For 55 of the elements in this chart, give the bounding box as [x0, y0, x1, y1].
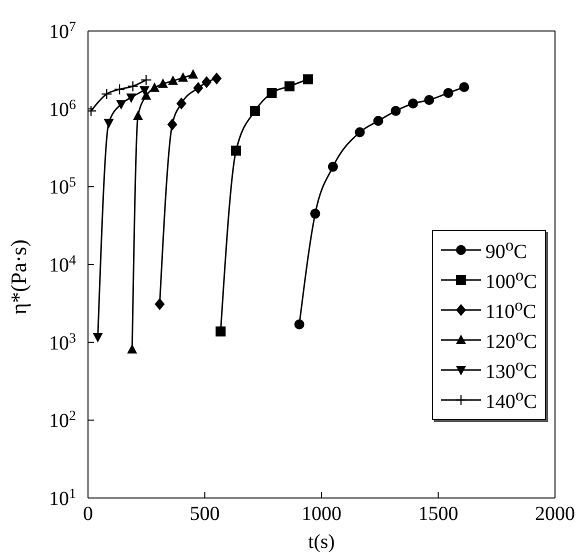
point: [302, 74, 313, 84]
point: [250, 106, 260, 116]
point: [231, 146, 242, 156]
point: [116, 100, 126, 110]
legend-label: 100$^{o}$C: [485, 266, 537, 294]
point: [373, 116, 384, 126]
point: [443, 88, 454, 98]
y-axis-title: η*(Pa·s): [6, 239, 31, 314]
y-tick-label: 10$^{1}$: [49, 486, 76, 510]
point: [408, 98, 418, 109]
point: [154, 298, 165, 310]
point: [310, 208, 320, 219]
y-tick-label: 10$^{6}$: [49, 97, 76, 121]
legend-label: 90$^{o}$C: [485, 236, 527, 264]
point: [354, 127, 365, 138]
point: [328, 162, 338, 172]
legend-label: 120$^{o}$C: [485, 326, 537, 354]
legend-label: 140$^{o}$C: [485, 386, 537, 414]
x-axis-title: t(s): [308, 531, 335, 553]
x-tick-label: 1500: [418, 503, 458, 525]
point: [132, 110, 143, 120]
point: [459, 82, 470, 92]
x-tick-label: 0: [83, 503, 93, 525]
x-tick-label: 2000: [535, 503, 575, 525]
point: [167, 118, 178, 130]
point: [178, 72, 188, 82]
point: [294, 319, 304, 330]
point: [92, 333, 103, 343]
y-tick-label: 10$^{4}$: [49, 253, 76, 276]
legend-label: 110$^{o}$C: [485, 296, 536, 324]
point: [168, 75, 178, 85]
point: [212, 72, 222, 85]
point: [284, 81, 295, 92]
point: [216, 326, 226, 336]
point: [202, 76, 212, 88]
x-tick-label: 500: [190, 503, 220, 525]
point: [104, 118, 114, 128]
point: [126, 93, 136, 103]
point: [158, 78, 168, 88]
legend-label: 130$^{o}$C: [485, 356, 537, 384]
point: [176, 98, 186, 110]
point: [150, 82, 160, 92]
y-tick-label: 10$^{5}$: [49, 175, 76, 199]
point: [127, 344, 138, 354]
y-tick-label: 10$^{3}$: [49, 330, 76, 354]
point: [424, 94, 434, 105]
point: [141, 90, 152, 100]
point: [193, 82, 204, 94]
point: [140, 86, 150, 96]
point: [188, 69, 198, 79]
x-tick-label: 1000: [302, 503, 342, 525]
y-tick-label: 10$^{7}$: [49, 20, 76, 43]
y-tick-label: 10$^{2}$: [49, 408, 76, 432]
point: [266, 88, 277, 98]
point: [390, 106, 401, 116]
